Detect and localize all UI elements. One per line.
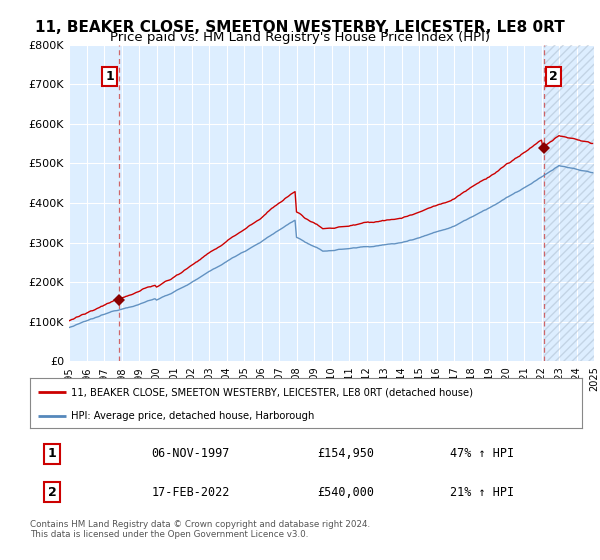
Text: £540,000: £540,000 bbox=[317, 486, 374, 498]
Bar bbox=[544, 45, 594, 361]
Text: 11, BEAKER CLOSE, SMEETON WESTERBY, LEICESTER, LE8 0RT (detached house): 11, BEAKER CLOSE, SMEETON WESTERBY, LEIC… bbox=[71, 387, 473, 397]
Text: 21% ↑ HPI: 21% ↑ HPI bbox=[449, 486, 514, 498]
Text: 2: 2 bbox=[549, 70, 557, 83]
Text: 47% ↑ HPI: 47% ↑ HPI bbox=[449, 447, 514, 460]
Text: 2: 2 bbox=[48, 486, 56, 498]
Text: Price paid vs. HM Land Registry's House Price Index (HPI): Price paid vs. HM Land Registry's House … bbox=[110, 31, 490, 44]
Text: £154,950: £154,950 bbox=[317, 447, 374, 460]
Text: 06-NOV-1997: 06-NOV-1997 bbox=[151, 447, 230, 460]
Text: HPI: Average price, detached house, Harborough: HPI: Average price, detached house, Harb… bbox=[71, 411, 315, 421]
Text: 17-FEB-2022: 17-FEB-2022 bbox=[151, 486, 230, 498]
Text: Contains HM Land Registry data © Crown copyright and database right 2024.
This d: Contains HM Land Registry data © Crown c… bbox=[30, 520, 370, 539]
Text: 1: 1 bbox=[106, 70, 114, 83]
Text: 11, BEAKER CLOSE, SMEETON WESTERBY, LEICESTER, LE8 0RT: 11, BEAKER CLOSE, SMEETON WESTERBY, LEIC… bbox=[35, 20, 565, 35]
Text: 1: 1 bbox=[48, 447, 56, 460]
